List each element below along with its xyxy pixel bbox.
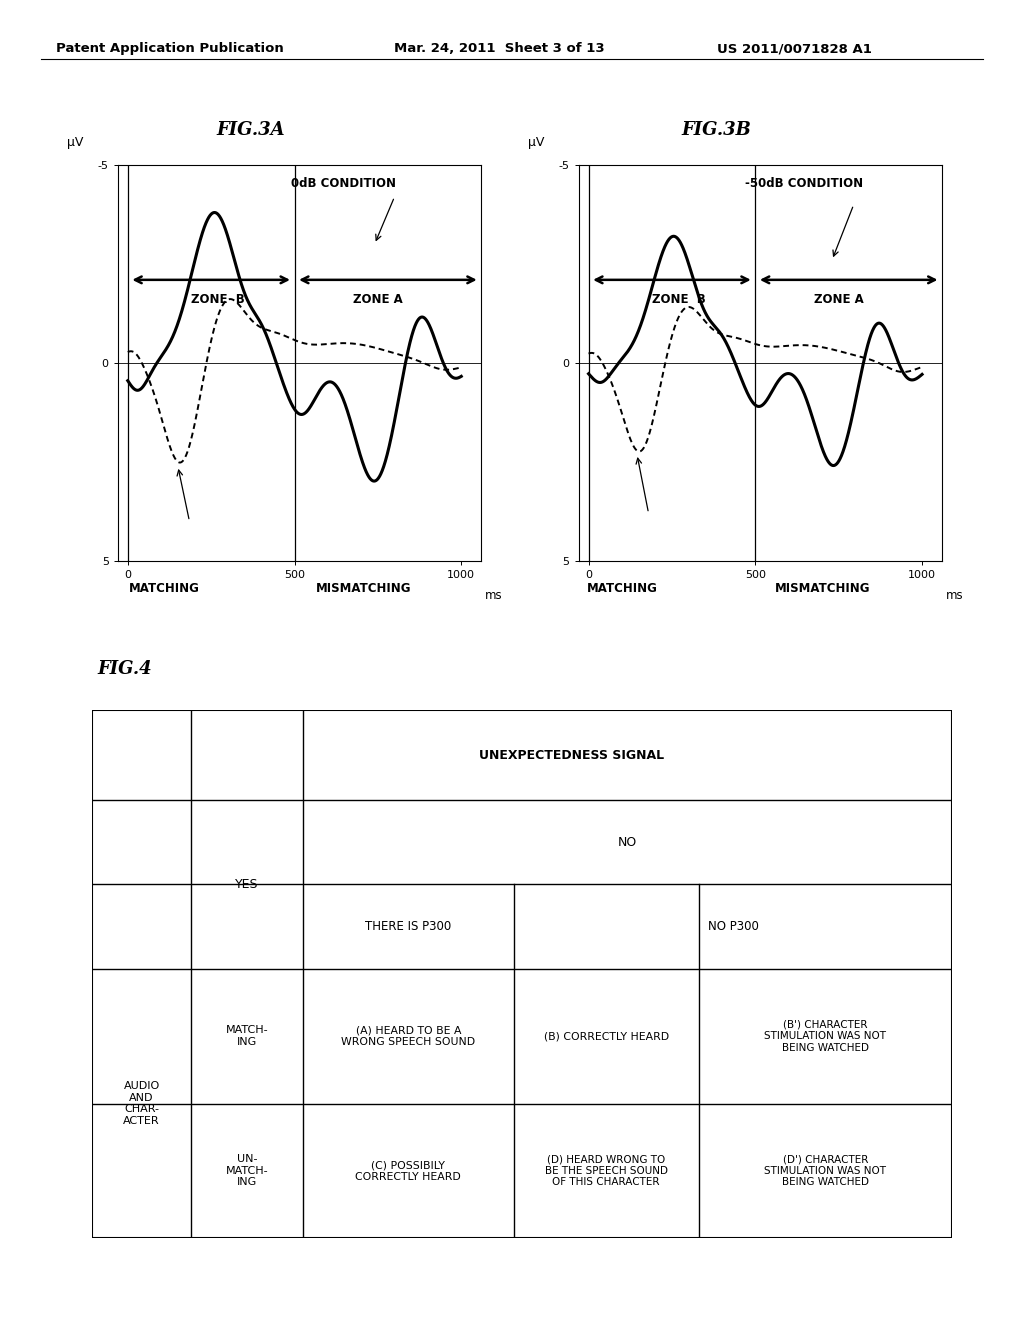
Text: μV: μV — [527, 136, 544, 149]
Text: UN-
MATCH-
ING: UN- MATCH- ING — [225, 1154, 268, 1188]
Text: 0dB CONDITION: 0dB CONDITION — [291, 177, 395, 190]
Text: ZONE A: ZONE A — [814, 293, 863, 306]
Text: Mar. 24, 2011  Sheet 3 of 13: Mar. 24, 2011 Sheet 3 of 13 — [394, 42, 605, 55]
Text: ms: ms — [946, 589, 964, 602]
Text: MATCH-
ING: MATCH- ING — [225, 1026, 268, 1047]
Text: FIG.4: FIG.4 — [97, 660, 152, 678]
Text: Patent Application Publication: Patent Application Publication — [56, 42, 284, 55]
Text: FIG.3A: FIG.3A — [216, 120, 286, 139]
Text: NO P300: NO P300 — [708, 920, 759, 933]
Text: MATCHING: MATCHING — [587, 582, 658, 595]
Text: MISMATCHING: MISMATCHING — [774, 582, 870, 595]
Text: (B') CHARACTER
STIMULATION WAS NOT
BEING WATCHED: (B') CHARACTER STIMULATION WAS NOT BEING… — [765, 1019, 887, 1053]
Text: NO: NO — [618, 836, 637, 849]
Text: FIG.3B: FIG.3B — [682, 120, 752, 139]
Text: -50dB CONDITION: -50dB CONDITION — [744, 177, 863, 190]
Text: UNEXPECTEDNESS SIGNAL: UNEXPECTEDNESS SIGNAL — [479, 748, 665, 762]
Text: ZONE  B: ZONE B — [190, 293, 245, 306]
Text: (C) POSSIBILY
CORRECTLY HEARD: (C) POSSIBILY CORRECTLY HEARD — [355, 1160, 461, 1181]
Text: AUDIO
AND
CHAR-
ACTER: AUDIO AND CHAR- ACTER — [123, 1081, 160, 1126]
Text: THERE IS P300: THERE IS P300 — [366, 920, 452, 933]
Text: ms: ms — [485, 589, 503, 602]
Text: (D') CHARACTER
STIMULATION WAS NOT
BEING WATCHED: (D') CHARACTER STIMULATION WAS NOT BEING… — [765, 1154, 887, 1188]
Text: ZONE A: ZONE A — [353, 293, 402, 306]
Text: MISMATCHING: MISMATCHING — [315, 582, 412, 595]
Text: (D) HEARD WRONG TO
BE THE SPEECH SOUND
OF THIS CHARACTER: (D) HEARD WRONG TO BE THE SPEECH SOUND O… — [545, 1154, 668, 1188]
Text: MATCHING: MATCHING — [128, 582, 200, 595]
Text: ZONE  B: ZONE B — [651, 293, 706, 306]
Text: YES: YES — [236, 878, 259, 891]
Text: (A) HEARD TO BE A
WRONG SPEECH SOUND: (A) HEARD TO BE A WRONG SPEECH SOUND — [341, 1026, 475, 1047]
Text: (B) CORRECTLY HEARD: (B) CORRECTLY HEARD — [544, 1031, 669, 1041]
Text: US 2011/0071828 A1: US 2011/0071828 A1 — [717, 42, 871, 55]
Text: μV: μV — [67, 136, 83, 149]
